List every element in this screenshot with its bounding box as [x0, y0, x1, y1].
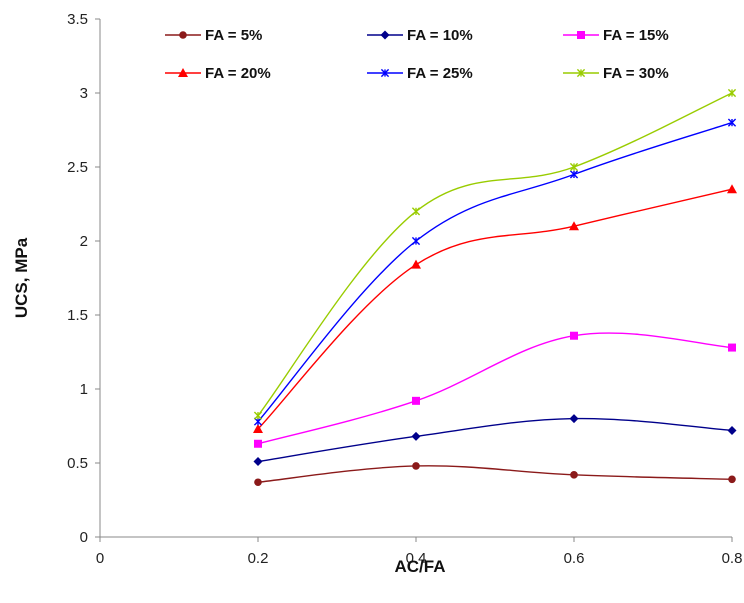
x-tick-label: 0.4	[406, 550, 427, 567]
series-line	[257, 332, 733, 445]
series-line	[257, 417, 733, 463]
x-tick-label: 0.6	[564, 550, 585, 567]
series-line	[257, 92, 733, 417]
data-point	[412, 396, 420, 405]
data-point	[728, 475, 736, 484]
series-markers	[253, 88, 737, 487]
legend-item: FA = 5%	[165, 27, 262, 44]
data-point	[569, 414, 579, 424]
x-tick-label: 0.2	[248, 550, 269, 567]
y-tick-label: 0	[80, 529, 88, 546]
x-tick-label: 0.8	[722, 550, 743, 567]
y-tick-label: 2.5	[67, 159, 88, 176]
data-point	[569, 170, 579, 179]
y-tick-label: 2	[80, 233, 88, 250]
y-tick-label: 0.5	[67, 455, 88, 472]
legend-label: FA = 30%	[603, 65, 669, 82]
data-point	[411, 236, 421, 246]
data-point	[254, 478, 262, 487]
data-point	[411, 431, 421, 441]
y-tick-labels: 0 0.5 1 1.5 2 2.5 3 3.5	[67, 11, 88, 546]
x-tick-labels: 0 0.2 0.4 0.6 0.8	[96, 550, 743, 567]
axes	[95, 18, 733, 542]
x-axis-title: AC/FA	[395, 557, 446, 576]
legend-marker	[380, 68, 390, 78]
series-line	[257, 188, 733, 430]
y-tick-label: 3.5	[67, 11, 88, 28]
legend-label: FA = 25%	[407, 65, 473, 82]
legend-label: FA = 15%	[603, 27, 669, 44]
legend-marker	[576, 68, 586, 78]
legend-item: FA = 15%	[563, 27, 669, 44]
legend-label: FA = 5%	[205, 27, 262, 44]
data-point	[569, 221, 579, 231]
y-tick-label: 3	[80, 85, 88, 102]
y-tick-label: 1	[80, 381, 88, 398]
legend-marker	[179, 31, 187, 39]
legend-item: FA = 20%	[165, 65, 271, 82]
data-point	[253, 411, 263, 420]
y-tick-label: 1.5	[67, 307, 88, 324]
legend-item: FA = 10%	[367, 27, 473, 44]
series-line	[257, 121, 733, 423]
legend-label: FA = 10%	[407, 27, 473, 44]
data-point	[570, 471, 578, 479]
data-point	[253, 457, 263, 467]
legend: FA = 5% FA = 10% FA = 15% FA = 20% FA = 25% F…	[165, 27, 669, 82]
legend-marker	[178, 68, 188, 77]
y-axis-title: UCS, MPa	[12, 237, 31, 318]
data-point	[728, 343, 736, 352]
data-point	[411, 259, 421, 269]
data-point	[411, 207, 421, 216]
data-point	[727, 184, 737, 194]
data-point	[412, 462, 420, 470]
data-point	[727, 88, 737, 98]
legend-marker	[577, 31, 585, 39]
data-point	[570, 331, 578, 340]
x-tick-label: 0	[96, 550, 104, 567]
legend-item: FA = 30%	[563, 65, 669, 82]
data-point	[727, 425, 737, 435]
series-line	[257, 465, 733, 483]
legend-label: FA = 20%	[205, 65, 271, 82]
data-point	[253, 423, 263, 433]
legend-item: FA = 25%	[367, 65, 473, 82]
legend-marker	[380, 30, 390, 40]
data-point	[569, 162, 579, 172]
data-point	[727, 118, 737, 127]
series-lines	[257, 92, 733, 483]
data-point	[254, 439, 262, 448]
